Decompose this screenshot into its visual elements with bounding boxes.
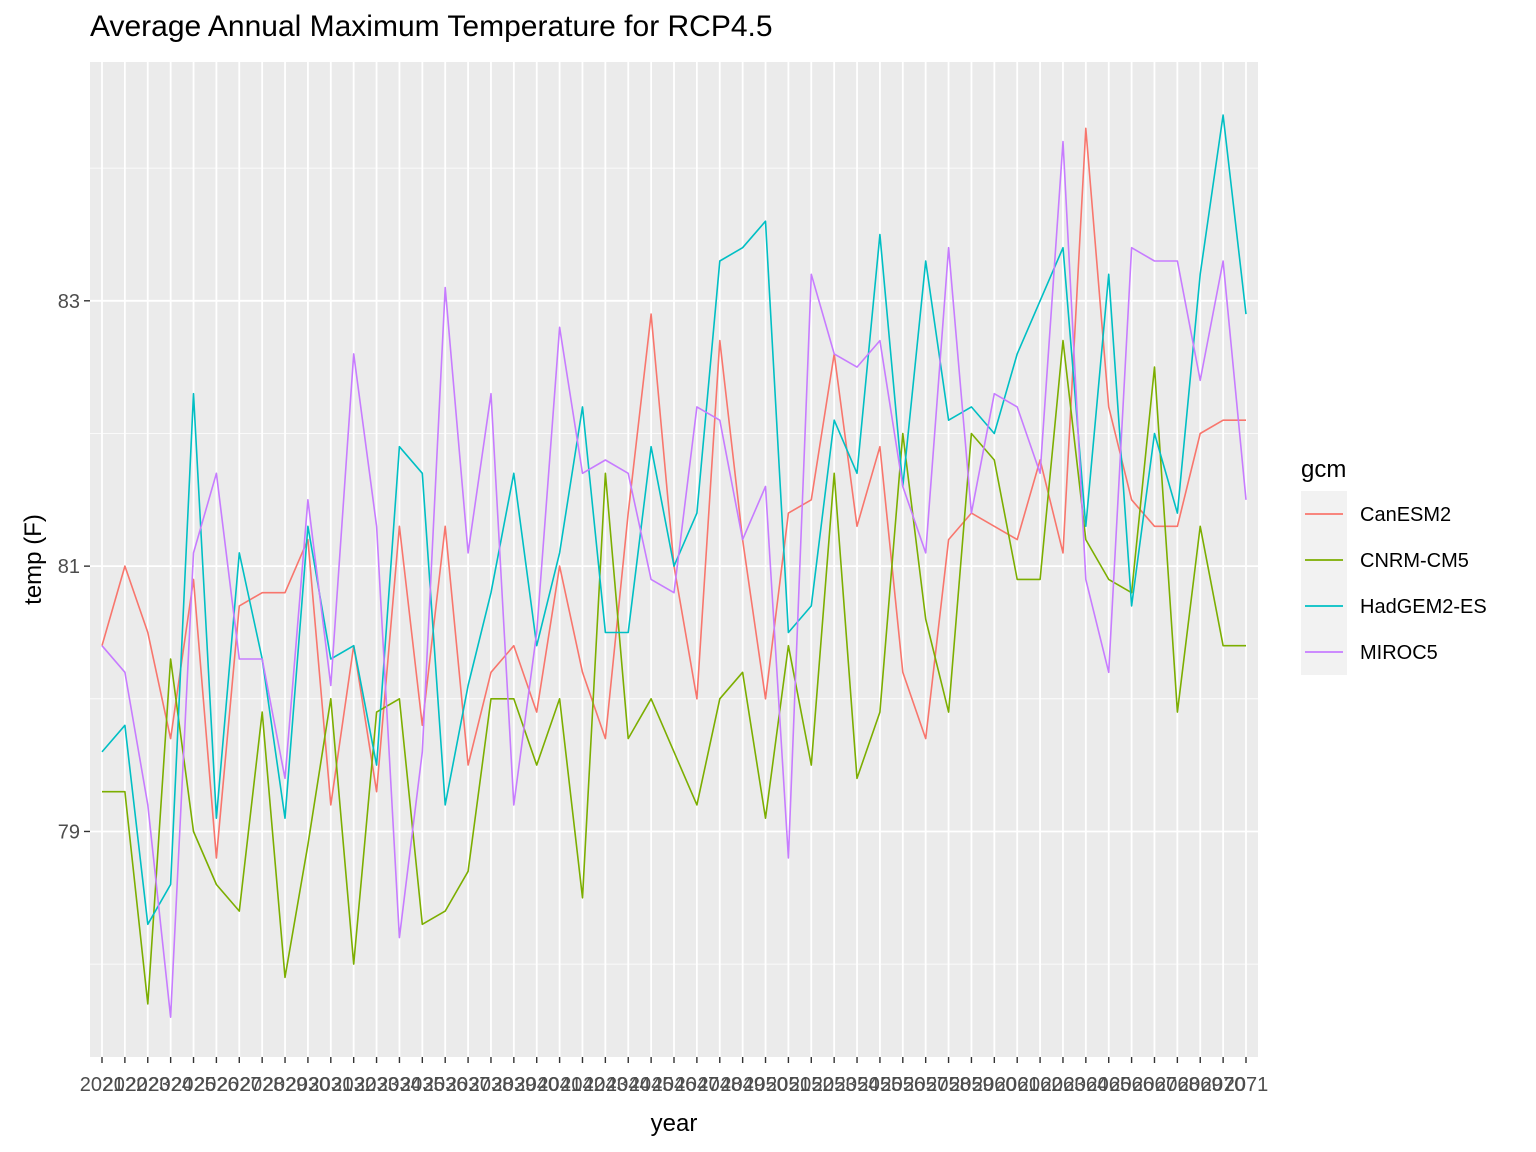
chart-title: Average Annual Maximum Temperature for R… [90,10,773,43]
x-tick-label: 2044 [606,1074,651,1096]
x-tick-label: 2041 [537,1074,582,1096]
x-tick-label: 2051 [766,1074,811,1096]
y-tick-label: 83 [58,291,80,313]
x-tick-label: 2055 [858,1074,903,1096]
x-tick-label: 2049 [720,1074,765,1096]
x-tick-label: 2066 [1109,1074,1154,1096]
x-tick-label: 2031 [309,1074,354,1096]
x-tick-label: 2026 [194,1074,239,1096]
series-line-miroc5 [101,140,1247,1019]
x-tick-label: 2063 [1041,1074,1086,1096]
x-tick-label: 2059 [949,1074,994,1096]
x-tick-label: 2028 [240,1074,285,1096]
x-tick-label: 2023 [126,1074,171,1096]
y-tick-label: 79 [58,821,80,843]
x-tick-label: 2058 [926,1074,971,1096]
x-tick-label: 2065 [1086,1074,1131,1096]
x-axis-title: year [651,1110,698,1137]
legend-title: gcm [1301,456,1346,483]
x-tick-label: 2034 [377,1074,422,1096]
x-tick-label: 2030 [286,1074,331,1096]
x-tick-label: 2062 [1018,1074,1063,1096]
x-tick-label: 2033 [354,1074,399,1096]
x-tick-label: 2036 [423,1074,468,1096]
x-tick-label: 2043 [583,1074,628,1096]
x-tick-label: 2035 [400,1074,445,1096]
x-tick-label: 2060 [972,1074,1017,1096]
series-line-hadgem2-es [101,114,1247,926]
y-axis-title: temp (F) [20,514,47,605]
legend-label: CanESM2 [1360,504,1451,526]
x-tick-label: 2053 [812,1074,857,1096]
x-tick-label: 2024 [148,1074,193,1096]
x-tick-label: 2022 [103,1074,148,1096]
x-tick-label: 2064 [1064,1074,1109,1096]
x-tick-label: 2067 [1132,1074,1177,1096]
x-tick-label: 2032 [331,1074,376,1096]
x-tick-label: 2057 [903,1074,948,1096]
x-tick-label: 2050 [743,1074,788,1096]
x-tick-label: 2047 [675,1074,720,1096]
x-tick-label: 2071 [1224,1074,1269,1096]
x-tick-label: 2029 [263,1074,308,1096]
x-tick-label: 2027 [217,1074,262,1096]
legend-label: CNRM-CM5 [1360,550,1469,572]
x-tick-label: 2038 [469,1074,514,1096]
x-tick-label: 2056 [881,1074,926,1096]
x-tick-label: 2068 [1155,1074,1200,1096]
series-line-cnrm-cm5 [102,339,1246,1005]
legend-label: MIROC5 [1360,642,1438,664]
x-tick-label: 2048 [698,1074,743,1096]
x-tick-label: 2045 [629,1074,674,1096]
x-tick-label: 2054 [835,1074,880,1096]
x-tick-label: 2052 [789,1074,834,1096]
x-tick-label: 2069 [1178,1074,1223,1096]
x-tick-label: 2040 [514,1074,559,1096]
x-tick-label: 2025 [171,1074,216,1096]
x-tick-label: 2070 [1201,1074,1246,1096]
y-tick-label: 81 [58,556,80,578]
legend-label: HadGEM2-ES [1360,596,1487,618]
x-tick-label: 2037 [446,1074,491,1096]
x-tick-label: 2042 [560,1074,605,1096]
x-tick-label: 2021 [80,1074,125,1096]
x-tick-label: 2061 [995,1074,1040,1096]
x-tick-label: 2046 [652,1074,697,1096]
x-tick-label: 2039 [492,1074,537,1096]
